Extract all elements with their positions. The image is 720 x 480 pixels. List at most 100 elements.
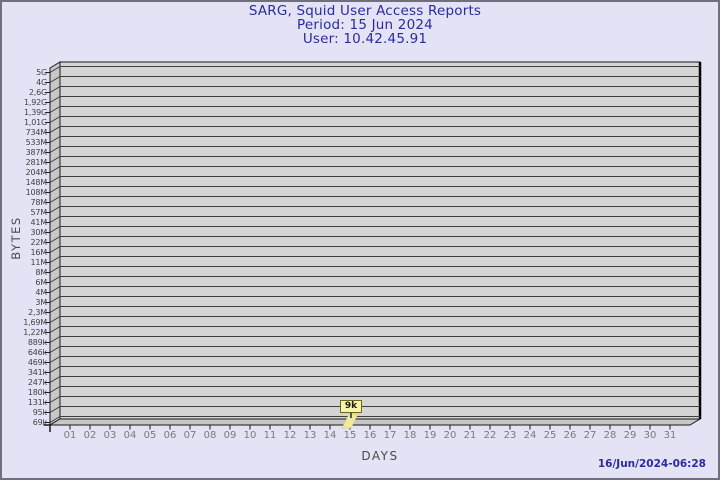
y-tick-label: 387M [25,148,48,157]
x-tick-label: 14 [323,430,337,441]
report-header: SARG, Squid User Access Reports Period: … [10,4,720,46]
gridline-wall-segment [49,296,61,303]
y-tick-label: 30M [30,228,48,237]
y-tick-label: 95k [32,408,47,417]
gridline-wall-segment [49,346,61,353]
y-tick-label: 148M [25,178,48,187]
y-tick-label: 69k [32,418,47,427]
gridline-wall-segment [49,326,61,333]
x-tick-label: 25 [543,430,557,441]
gridline-wall-segment [49,96,61,103]
x-axis-title: DAYS [361,449,399,463]
y-tick-label: 108M [25,188,48,197]
x-tick-label: 08 [203,430,217,441]
y-tick-label: 57M [30,208,48,217]
y-tick-label: 4G [36,78,47,87]
y-tick-label: 3M [35,298,47,307]
x-tick-label: 15 [343,430,357,441]
x-tick-label: 31 [663,430,677,441]
gridline-wall-segment [49,256,61,263]
x-tick-label: 07 [183,430,197,441]
x-tick-label: 27 [583,430,597,441]
y-tick-label: 180k [27,388,47,397]
chart-left-wall [49,61,61,426]
bar-value-flag: 9k [340,400,362,413]
gridline-wall-segment [49,406,61,413]
y-tick-label: 469k [27,358,47,367]
y-tick-label: 131k [27,398,47,407]
x-tick-label: 09 [223,430,237,441]
gridline-wall-segment [49,276,61,283]
x-tick-label: 26 [563,430,577,441]
y-tick-label: 2,3M [28,308,47,317]
chart-back-wall [59,61,701,420]
gridline-wall-segment [49,316,61,323]
report-period: Period: 15 Jun 2024 [297,17,433,33]
y-tick-label: 41M [30,218,48,227]
gridline-wall-segment [49,266,61,273]
x-tick-label: 20 [443,430,457,441]
x-tick-label: 11 [263,430,277,441]
x-tick-label: 12 [283,430,297,441]
x-tick-label: 05 [143,430,157,441]
y-tick-label: 204M [25,168,48,177]
y-tick-label: 78M [30,198,48,207]
gridline-wall-segment [49,286,61,293]
x-tick-label: 18 [403,430,417,441]
gridline-wall-segment [49,396,61,403]
gridline-wall-segment [49,116,61,123]
y-tick-label: 1,22M [23,328,47,337]
gridline-wall-segment [49,386,61,393]
gridline-wall-segment [49,136,61,143]
y-tick-label: 1,01G [23,118,47,127]
x-tick-label: 23 [503,430,517,441]
x-tick-label: 24 [523,430,537,441]
y-tick-label: 8M [35,268,47,277]
gridline-wall-segment [49,236,61,243]
x-tick-label: 16 [363,430,377,441]
x-tick-label: 06 [163,430,177,441]
gridline-wall-segment [49,306,61,313]
gridline-wall-segment [49,216,61,223]
chart-floor [48,418,702,426]
gridline-wall-segment [49,376,61,383]
y-tick-label: 2,6G [28,88,47,97]
generation-timestamp: 16/Jun/2024-06:28 [597,458,706,470]
x-tick-label: 03 [103,430,117,441]
gridline-wall-segment [49,86,61,93]
x-tick-label: 17 [383,430,397,441]
y-tick-label: 889k [27,338,47,347]
y-tick-label: 4M [35,288,47,297]
x-tick-label: 28 [603,430,617,441]
x-tick-label: 02 [83,430,97,441]
x-tick-label: 13 [303,430,317,441]
gridline-wall-segment [49,166,61,173]
x-tick-label: 10 [243,430,257,441]
y-tick-label: 16M [30,248,48,257]
gridline-wall-segment [49,366,61,373]
gridline-wall-segment [49,106,61,113]
y-tick-label: 281M [25,158,48,167]
y-tick-label: 646k [27,348,47,357]
report-title: SARG, Squid User Access Reports [248,3,482,19]
y-tick-label: 1,92G [23,98,47,107]
y-tick-label: 1,69M [23,318,47,327]
gridline-wall-segment [49,66,61,73]
y-tick-label: 533M [25,138,48,147]
gridline-wall-segment [49,76,61,83]
gridline-wall-segment [49,196,61,203]
y-tick-label: 1,39G [23,108,47,117]
x-tick-label: 22 [483,430,497,441]
y-tick-label: 5G [36,68,47,77]
x-tick-label: 01 [63,430,77,441]
x-tick-label: 19 [423,430,437,441]
gridline-wall-segment [49,126,61,133]
gridline-wall-segment [49,226,61,233]
y-tick-label: 22M [30,238,48,247]
gridline-wall-segment [49,356,61,363]
x-tick-label: 30 [643,430,657,441]
x-tick-label: 04 [123,430,137,441]
x-tick-label: 29 [623,430,637,441]
